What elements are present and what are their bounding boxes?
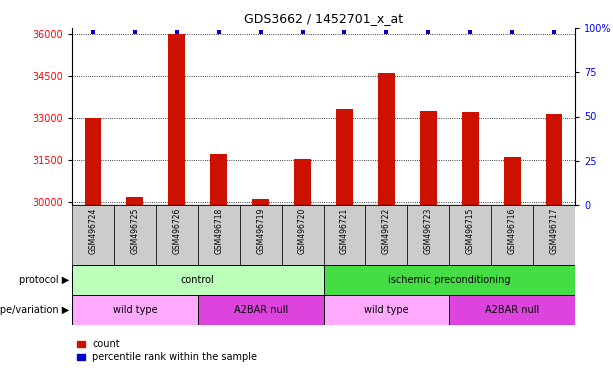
Point [549,29,559,35]
Text: protocol ▶: protocol ▶ [18,275,69,285]
Bar [252,199,269,205]
Bar [156,205,198,265]
Bar [324,295,449,325]
Bar [324,205,365,265]
Text: ischemic preconditioning: ischemic preconditioning [388,275,511,285]
Bar [449,205,491,265]
Text: GSM496723: GSM496723 [424,207,433,254]
Bar [72,295,198,325]
Text: GSM496725: GSM496725 [131,207,139,254]
Text: GSM496726: GSM496726 [172,207,181,254]
Bar [281,205,324,265]
Bar [210,154,227,205]
Bar [294,159,311,205]
Text: GSM496722: GSM496722 [382,207,391,254]
Text: GSM496724: GSM496724 [88,207,97,254]
Text: A2BAR null: A2BAR null [485,305,539,315]
Point [298,29,308,35]
Bar [449,295,575,325]
Bar [198,205,240,265]
Point [214,29,224,35]
Bar [324,265,575,295]
Bar [240,205,281,265]
Bar [420,111,436,205]
Point [465,29,475,35]
Bar [462,112,479,205]
Text: wild type: wild type [364,305,409,315]
Bar [126,197,143,205]
Point [424,29,433,35]
Text: wild type: wild type [113,305,157,315]
Text: GSM496715: GSM496715 [466,207,474,254]
Point [172,29,181,35]
Bar [491,205,533,265]
Text: GSM496718: GSM496718 [214,207,223,254]
Text: genotype/variation ▶: genotype/variation ▶ [0,305,69,315]
Title: GDS3662 / 1452701_x_at: GDS3662 / 1452701_x_at [244,12,403,25]
Bar [378,73,395,205]
Bar [114,205,156,265]
Text: GSM496716: GSM496716 [508,207,517,254]
Text: control: control [181,275,215,285]
Text: GSM496720: GSM496720 [298,207,307,254]
Bar [72,205,114,265]
Point [381,29,391,35]
Legend: count, percentile rank within the sample: count, percentile rank within the sample [77,339,257,362]
Point [130,29,140,35]
Bar [546,114,562,205]
Bar [169,34,185,205]
Bar [198,295,324,325]
Point [507,29,517,35]
Point [256,29,265,35]
Text: A2BAR null: A2BAR null [234,305,287,315]
Text: GSM496717: GSM496717 [549,207,558,254]
Bar [504,157,520,205]
Bar [85,118,101,205]
Bar [336,109,353,205]
Bar [72,265,324,295]
Text: GSM496721: GSM496721 [340,207,349,254]
Text: GSM496719: GSM496719 [256,207,265,254]
Bar [365,205,407,265]
Bar [533,205,575,265]
Point [88,29,98,35]
Point [340,29,349,35]
Bar [407,205,449,265]
